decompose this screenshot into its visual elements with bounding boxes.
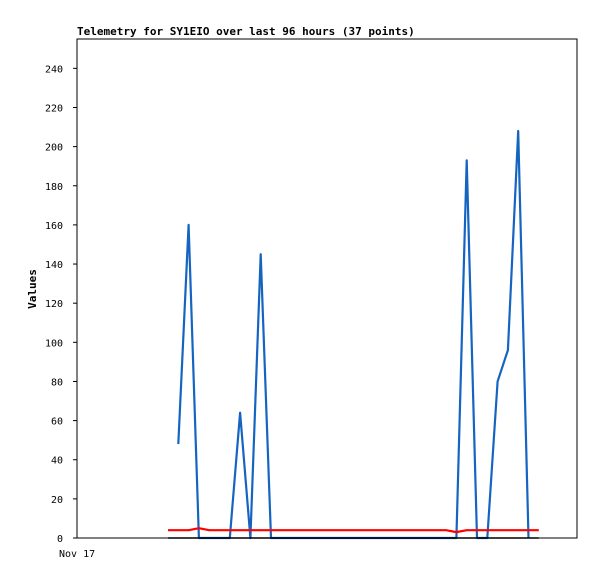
y-tick-label: 220 [45,103,63,114]
y-axis-ticks: 0 20 40 60 80 100 120 140 160 180 200 220 240 [45,64,77,545]
series-line-1 [177,129,530,540]
y-tick-label: 100 [45,338,63,349]
y-tick-label: 0 [57,534,63,545]
y-tick-label: 40 [51,456,63,467]
y-tick-label: 160 [45,221,63,232]
y-tick-label: 120 [45,299,63,310]
series-line-2 [168,527,539,534]
plot-frame [76,38,578,539]
y-tick-label: 180 [45,182,63,193]
x-axis-ticks: Nov 17 [59,549,95,560]
y-tick-label: 240 [45,64,63,75]
chart-title: Telemetry for SY1EIO over last 96 hours … [77,25,415,38]
y-tick-label: 20 [51,495,63,506]
y-axis-label: Values [26,269,39,309]
x-tick-label: Nov 17 [59,549,95,560]
y-tick-label: 60 [51,417,63,428]
y-tick-label: 200 [45,143,63,154]
y-tick-label: 80 [51,377,63,388]
series-layer [168,129,539,540]
y-tick-label: 140 [45,260,63,271]
